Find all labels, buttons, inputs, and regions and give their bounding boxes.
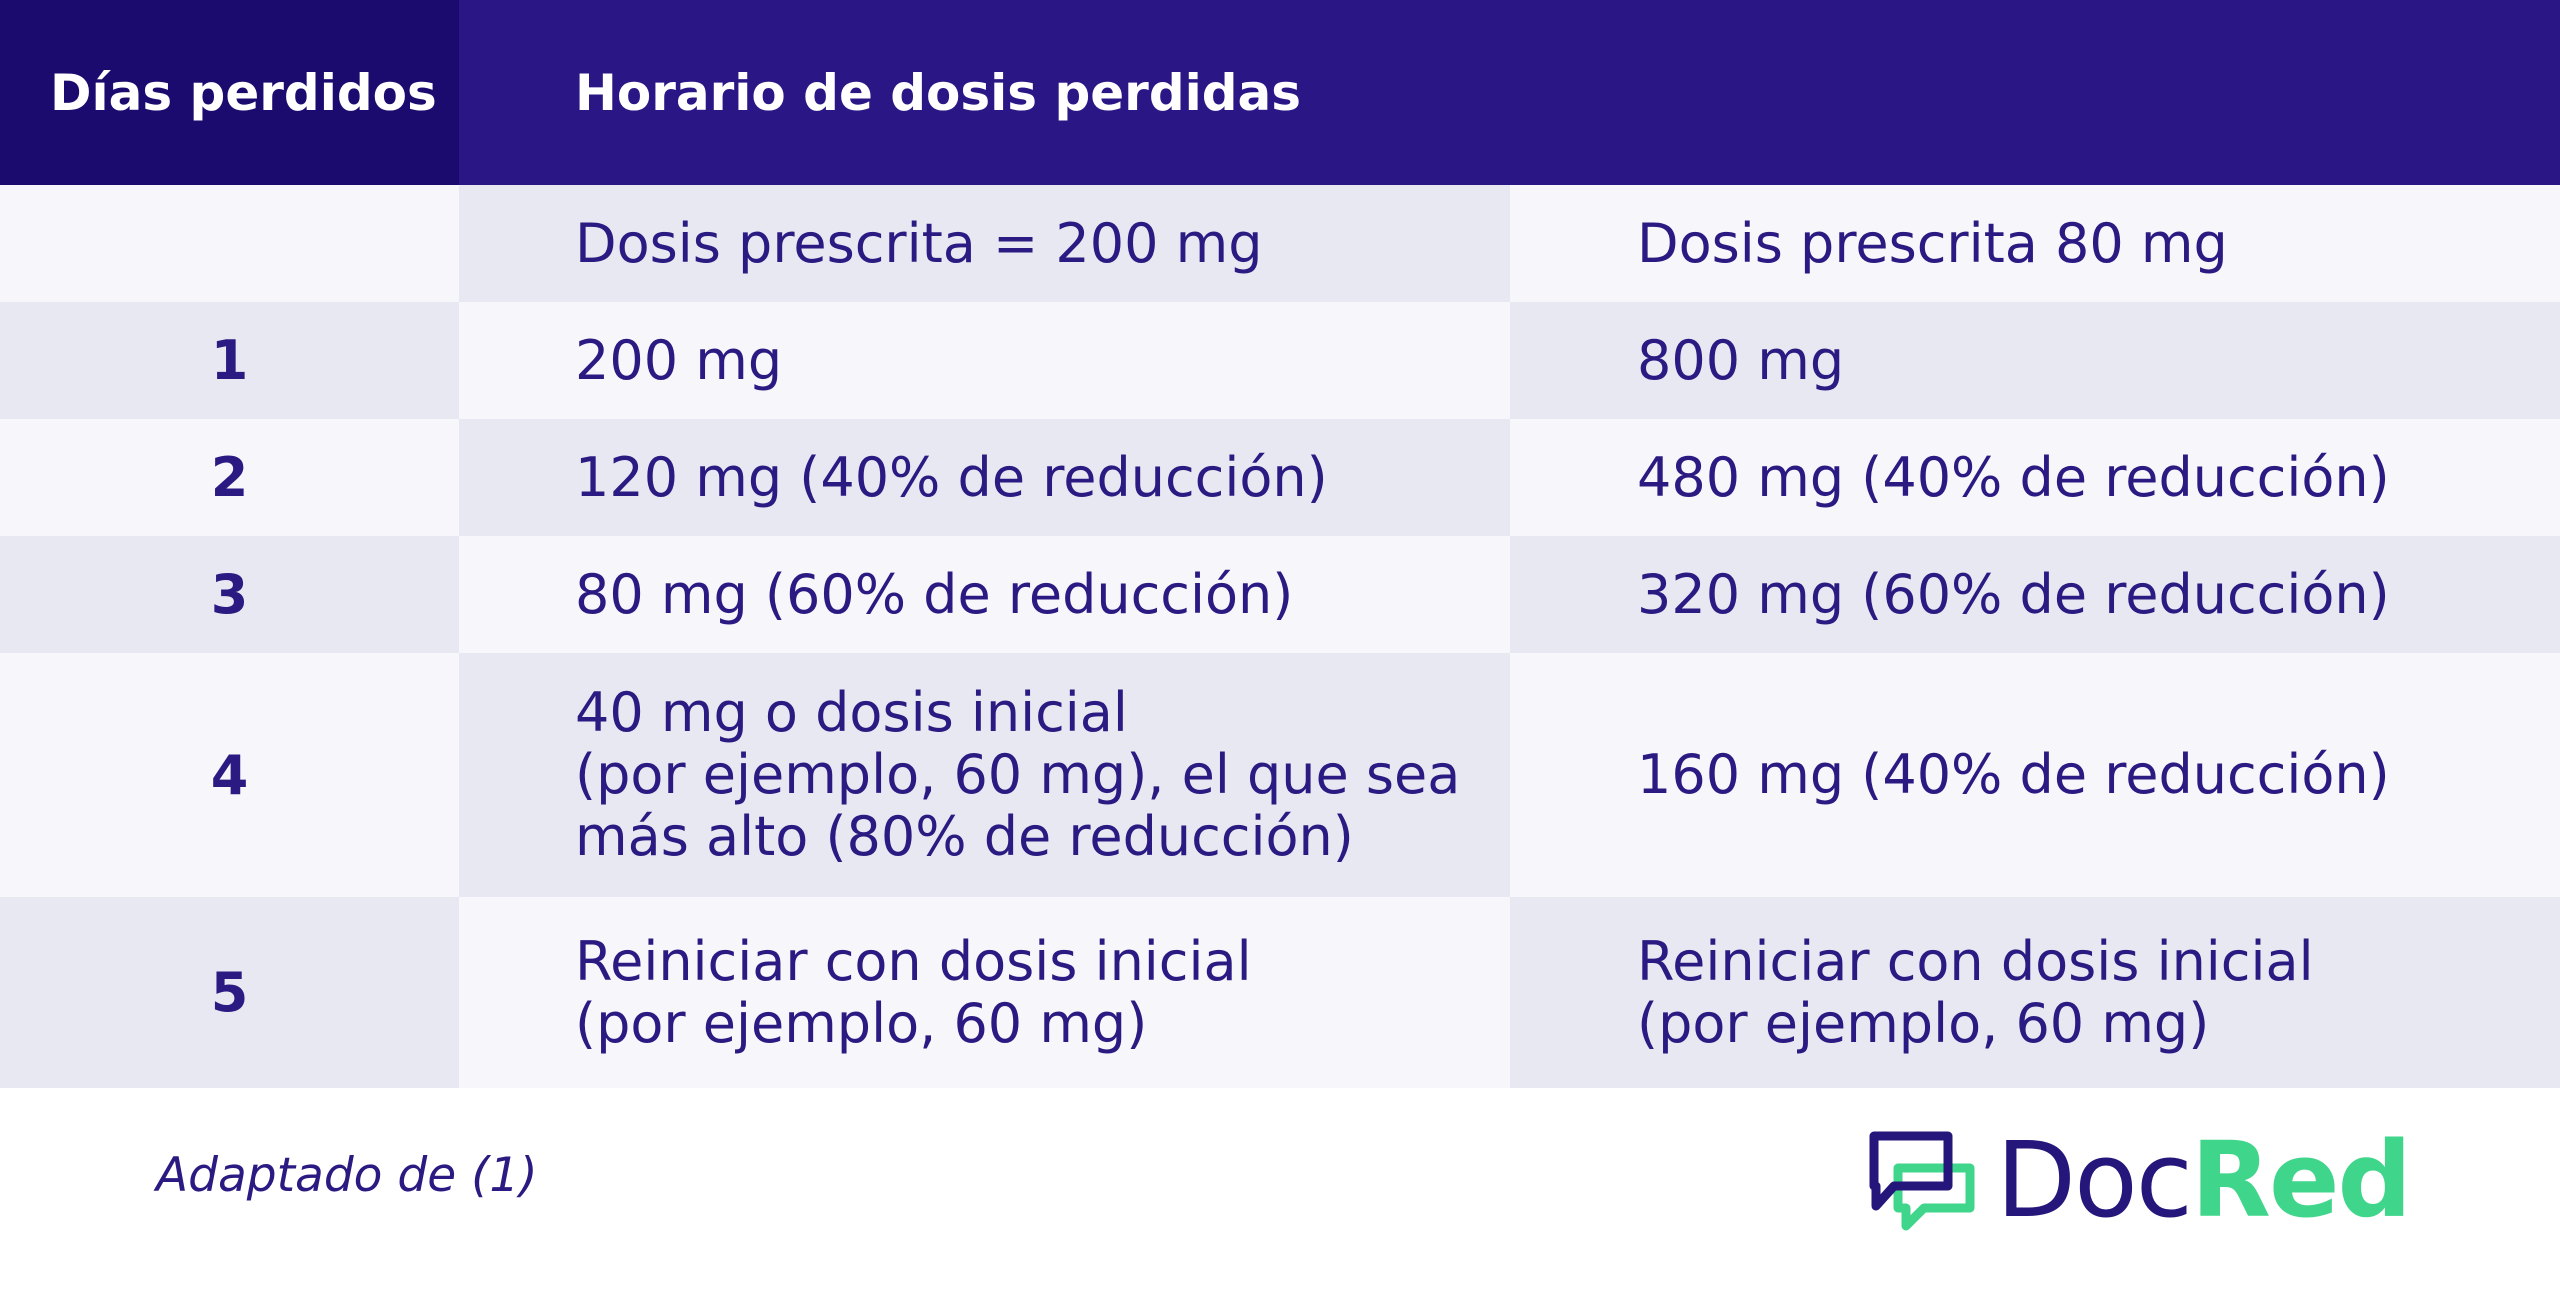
source-note: Adaptado de (1) xyxy=(156,1148,538,1203)
table-row: 2 120 mg (40% de reducción) 480 mg (40% … xyxy=(0,419,2560,536)
subheader-empty xyxy=(0,185,459,302)
table-row: 4 40 mg o dosis inicial (por ejemplo, 60… xyxy=(0,653,2560,897)
chat-bubbles-icon xyxy=(1866,1128,1978,1232)
header-days-missed: Días perdidos xyxy=(0,0,459,185)
table-row: 3 80 mg (60% de reducción) 320 mg (60% d… xyxy=(0,536,2560,653)
logo-wordmark: DocRed xyxy=(1996,1119,2412,1241)
header-empty xyxy=(1510,0,2560,185)
day-cell: 5 xyxy=(0,897,459,1088)
day-cell: 2 xyxy=(0,419,459,536)
dose-a-cell: 40 mg o dosis inicial (por ejemplo, 60 m… xyxy=(459,653,1510,897)
docred-logo: DocRed xyxy=(1866,1119,2412,1241)
dose-a-cell: 120 mg (40% de reducción) xyxy=(459,419,1510,536)
subheader-dose-a: Dosis prescrita = 200 mg xyxy=(459,185,1510,302)
table-header: Días perdidos Horario de dosis perdidas xyxy=(0,0,2560,185)
header-schedule: Horario de dosis perdidas xyxy=(575,63,1302,122)
table-row: 1 200 mg 800 mg xyxy=(0,302,2560,419)
dose-b-cell: 160 mg (40% de reducción) xyxy=(1510,653,2560,897)
dose-a-cell: 80 mg (60% de reducción) xyxy=(459,536,1510,653)
dose-a-cell: 200 mg xyxy=(459,302,1510,419)
day-cell: 1 xyxy=(0,302,459,419)
dose-table: Días perdidos Horario de dosis perdidas … xyxy=(0,0,2560,1088)
dose-b-cell: 480 mg (40% de reducción) xyxy=(1510,419,2560,536)
day-cell: 3 xyxy=(0,536,459,653)
dose-b-cell: 320 mg (60% de reducción) xyxy=(1510,536,2560,653)
dose-a-cell: Reiniciar con dosis inicial (por ejemplo… xyxy=(459,897,1510,1088)
subheader-row: Dosis prescrita = 200 mg Dosis prescrita… xyxy=(0,185,2560,302)
table-row: 5 Reiniciar con dosis inicial (por ejemp… xyxy=(0,897,2560,1088)
dose-b-cell: Reiniciar con dosis inicial (por ejemplo… xyxy=(1510,897,2560,1088)
subheader-dose-b: Dosis prescrita 80 mg xyxy=(1510,185,2560,302)
day-cell: 4 xyxy=(0,653,459,897)
dose-b-cell: 800 mg xyxy=(1510,302,2560,419)
